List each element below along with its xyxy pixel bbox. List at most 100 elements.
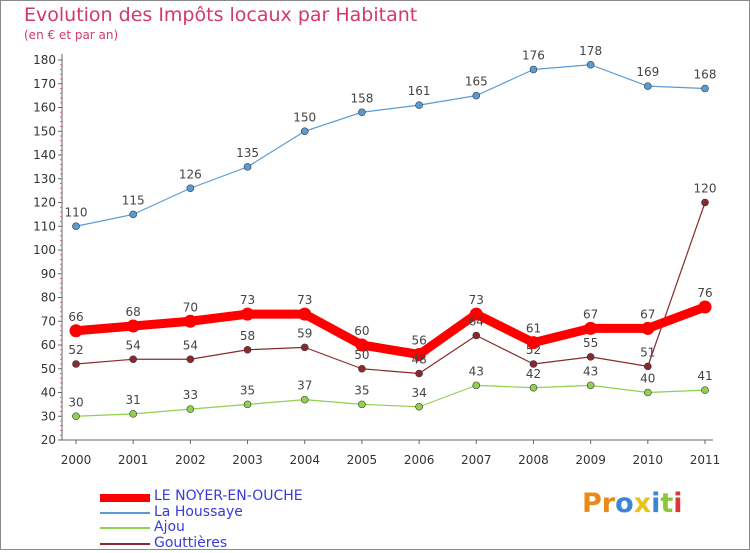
data-label: 150 — [293, 110, 316, 124]
data-label: 67 — [640, 307, 655, 321]
data-point — [243, 345, 252, 354]
data-point — [129, 355, 137, 364]
legend-label-le-noyer-en-ouche: LE NOYER-EN-OUCHE — [154, 488, 303, 504]
data-label: 73 — [240, 293, 255, 307]
data-point — [586, 381, 595, 390]
data-label: 110 — [65, 205, 88, 219]
data-point — [72, 412, 80, 421]
data-point — [415, 369, 423, 378]
data-label: 50 — [354, 348, 369, 362]
x-tick-label: 2005 — [347, 453, 378, 467]
data-label: 168 — [694, 68, 717, 82]
legend-swatch-le-noyer-en-ouche — [100, 494, 150, 502]
data-point — [358, 400, 366, 409]
x-tick-label: 2010 — [633, 453, 664, 467]
data-point — [526, 336, 540, 350]
data-point — [701, 198, 709, 207]
data-label: 64 — [469, 315, 484, 329]
data-label: 58 — [240, 329, 255, 343]
data-label: 51 — [640, 345, 655, 359]
legend-swatch-la-houssaye — [100, 512, 150, 514]
y-tick-label: 180 — [33, 53, 56, 67]
logo-letter: i — [673, 488, 683, 519]
data-point — [586, 60, 595, 69]
data-label: 67 — [583, 307, 598, 321]
y-tick-label: 30 — [41, 409, 56, 423]
data-point — [644, 388, 652, 397]
legend-label-la-houssaye: La Houssaye — [154, 504, 243, 520]
x-tick-label: 2003 — [232, 453, 263, 467]
y-tick-label: 80 — [41, 291, 56, 305]
x-tick-label: 2000 — [61, 453, 92, 467]
data-label: 60 — [354, 324, 369, 338]
data-label: 135 — [236, 146, 259, 160]
x-tick-label: 2002 — [175, 453, 206, 467]
data-point — [529, 360, 538, 368]
legend-swatch-gouttieres — [100, 543, 150, 545]
series-line-1 — [75, 64, 706, 227]
data-point — [243, 400, 252, 409]
data-point — [358, 364, 366, 373]
logo-letter: P — [582, 488, 602, 519]
data-label: 33 — [183, 388, 198, 402]
legend-label-ajou: Ajou — [154, 519, 185, 535]
y-tick-label: 60 — [41, 338, 56, 352]
y-tick-label: 20 — [41, 433, 56, 447]
data-label: 73 — [469, 293, 484, 307]
y-tick-label: 130 — [33, 172, 56, 186]
data-label: 161 — [408, 84, 431, 98]
legend-swatch-ajou — [100, 527, 150, 529]
data-point — [243, 163, 252, 171]
data-point — [701, 386, 709, 394]
data-label: 42 — [526, 367, 541, 381]
x-tick-label: 2006 — [404, 453, 435, 467]
y-tick-label: 110 — [33, 219, 56, 233]
data-label: 126 — [179, 167, 202, 181]
data-label: 31 — [126, 393, 141, 407]
data-point — [186, 184, 195, 193]
data-point — [300, 343, 309, 352]
data-label: 70 — [183, 300, 198, 314]
x-tick-label: 2007 — [461, 453, 492, 467]
data-label: 176 — [522, 49, 545, 63]
data-point — [186, 405, 195, 413]
data-point — [126, 319, 140, 333]
logo-letter: o — [615, 488, 634, 519]
y-tick-label: 40 — [41, 386, 56, 400]
y-tick-label: 70 — [41, 314, 56, 328]
data-label: 52 — [68, 343, 83, 357]
data-point — [241, 307, 255, 321]
x-tick-label: 2004 — [289, 453, 320, 467]
data-label: 40 — [640, 372, 655, 386]
x-tick-label: 2001 — [118, 453, 149, 467]
data-point — [472, 331, 481, 340]
logo-letter: i — [651, 488, 661, 519]
data-label: 37 — [297, 379, 312, 393]
data-label: 54 — [183, 338, 198, 352]
data-point — [472, 381, 481, 390]
data-label: 43 — [469, 364, 484, 378]
logo-letter: x — [633, 488, 652, 519]
data-label: 41 — [697, 369, 712, 383]
data-label: 35 — [354, 383, 369, 397]
data-point — [472, 91, 481, 100]
data-label: 56 — [411, 334, 426, 348]
data-label: 76 — [697, 286, 712, 300]
data-point — [298, 307, 312, 321]
data-label: 165 — [465, 75, 488, 89]
data-point — [529, 383, 538, 392]
data-point — [584, 321, 598, 335]
data-point — [129, 210, 137, 219]
data-point — [186, 355, 195, 364]
data-point — [300, 127, 309, 136]
data-label: 48 — [411, 353, 426, 367]
data-point — [644, 362, 652, 371]
y-tick-label: 140 — [33, 148, 56, 162]
data-label: 54 — [126, 338, 141, 352]
data-label: 34 — [411, 386, 426, 400]
data-label: 59 — [297, 326, 312, 340]
series-line-2 — [75, 384, 706, 417]
data-point — [415, 402, 423, 411]
data-label: 35 — [240, 383, 255, 397]
chart-subtitle: (en € et par an) — [24, 28, 119, 42]
